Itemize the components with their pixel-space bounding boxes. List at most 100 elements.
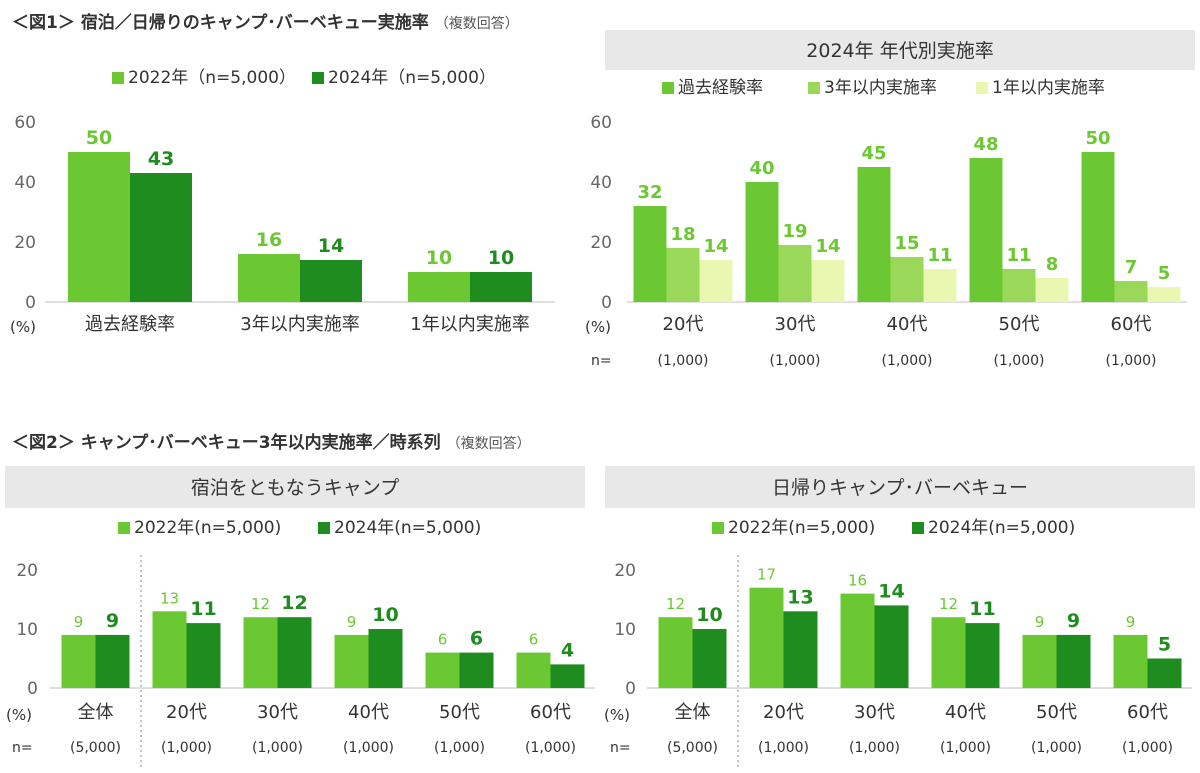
c1-y-tick: 0	[25, 293, 36, 313]
c4-category-label: 50代	[1036, 702, 1077, 723]
c3-bar	[95, 634, 130, 688]
c2-data-label: 14	[815, 236, 840, 257]
c4-data-label: 9	[1067, 610, 1080, 632]
c2-y-tick: 40	[590, 173, 612, 193]
c2-bar	[890, 257, 924, 302]
c3-bar	[61, 634, 96, 688]
c2-category-label: 20代	[663, 314, 704, 335]
c3-n-value: (1,000)	[252, 740, 303, 756]
c4-y-tick: 20	[614, 561, 636, 581]
c1-bar	[68, 152, 130, 302]
fig2-title-text: ＜図2＞ キャンプ･バーベキュー3年以内実施率／時系列	[12, 433, 441, 453]
c2-data-label: 11	[1006, 245, 1031, 266]
c4-y-label: (%)	[604, 706, 630, 724]
c2-data-label: 15	[894, 233, 919, 254]
c2-legend-swatch	[976, 82, 988, 94]
c1-y-label: (%)	[10, 318, 36, 336]
c4-legend-label: 2024年(n=5,000)	[928, 518, 1075, 538]
c3-data-label: 12	[251, 595, 270, 613]
c4-bar	[1056, 634, 1091, 688]
c3-data-label: 9	[74, 613, 84, 631]
c2-legend-swatch	[808, 82, 820, 94]
c1-bar	[408, 272, 470, 302]
c3-category-label: 50代	[439, 702, 480, 723]
c2-data-label: 48	[973, 134, 998, 155]
c1-category-label: 1年以内実施率	[410, 314, 529, 335]
c3-legend-swatch	[318, 522, 330, 534]
c3-bar	[277, 617, 312, 688]
c4-bar	[749, 587, 784, 688]
c2-data-label: 14	[703, 236, 728, 257]
c2-data-label: 19	[782, 221, 807, 242]
c3-category-label: 全体	[78, 702, 114, 723]
c3-bar	[243, 617, 278, 688]
c2-n-value: (1,000)	[993, 353, 1044, 369]
c2-data-label: 32	[637, 182, 662, 203]
c2-legend-label: 1年以内実施率	[992, 78, 1105, 98]
c2-bar	[1035, 278, 1069, 302]
c4-n-value: (1,000)	[1122, 740, 1173, 756]
c2-bar	[666, 248, 700, 302]
c4-title-bg	[605, 466, 1195, 508]
c4-category-label: 全体	[675, 702, 711, 723]
c2-category-label: 60代	[1111, 314, 1152, 335]
c2-bar	[1002, 269, 1036, 302]
c1-y-tick: 20	[14, 233, 36, 253]
c4-n-value: (1,000)	[1031, 740, 1082, 756]
c1-legend-swatch	[112, 72, 124, 84]
c4-data-label: 14	[878, 580, 904, 602]
c4-legend-label: 2022年(n=5,000)	[728, 518, 875, 538]
c4-bar	[783, 611, 818, 688]
c2-bar	[857, 167, 891, 302]
c4-bar	[692, 629, 727, 688]
c4-n-label: n=	[610, 740, 631, 756]
c4-bar	[1147, 658, 1182, 688]
c2-y-tick: 0	[601, 293, 612, 313]
c3-data-label: 6	[438, 631, 448, 649]
c4-data-label: 5	[1158, 634, 1171, 656]
c4-category-label: 60代	[1127, 702, 1168, 723]
c1-data-label: 10	[426, 247, 452, 269]
c2-data-label: 5	[1158, 263, 1171, 284]
fig1-title-text: ＜図1＞ 宿泊／日帰りのキャンプ･バーベキュー実施率	[12, 13, 429, 33]
c3-y-tick: 10	[16, 620, 38, 640]
c3-bar	[334, 634, 369, 688]
c4-category-label: 30代	[854, 702, 895, 723]
c2-legend-swatch	[662, 82, 674, 94]
c3-data-label: 6	[470, 628, 483, 650]
c3-data-label: 12	[281, 592, 307, 614]
fig1-title: ＜図1＞ 宿泊／日帰りのキャンプ･バーベキュー実施率 （複数回答）	[12, 8, 519, 33]
c1-y-tick: 60	[14, 113, 36, 133]
c1-category-label: 過去経験率	[85, 314, 175, 335]
c4-data-label: 9	[1035, 613, 1045, 631]
c2-data-label: 7	[1125, 257, 1138, 278]
c4-n-value: (1,000)	[758, 740, 809, 756]
c4-y-tick: 10	[614, 620, 636, 640]
c1-data-label: 10	[488, 247, 514, 269]
c3-n-value: (5,000)	[70, 740, 121, 756]
c2-n-label: n=	[591, 353, 612, 369]
c4-legend-swatch	[712, 522, 724, 534]
c2-bar	[699, 260, 733, 302]
c3-data-label: 11	[190, 598, 216, 620]
c1-legend-swatch	[312, 72, 324, 84]
c2-bar	[969, 158, 1003, 302]
c3-bar	[459, 652, 494, 688]
c1-data-label: 14	[318, 235, 344, 257]
c2-bar	[1147, 287, 1181, 302]
c4-data-label: 12	[939, 595, 958, 613]
c3-n-value: (1,000)	[161, 740, 212, 756]
c4-bar	[658, 617, 693, 688]
c3-category-label: 30代	[257, 702, 298, 723]
c2-category-label: 30代	[775, 314, 816, 335]
c3-n-value: (1,000)	[525, 740, 576, 756]
c4-bar	[840, 593, 875, 688]
c3-data-label: 9	[347, 613, 357, 631]
c3-category-label: 20代	[166, 702, 207, 723]
fig2-title: ＜図2＞ キャンプ･バーベキュー3年以内実施率／時系列 （複数回答）	[12, 428, 531, 453]
c2-y-label: (%)	[585, 318, 611, 336]
c2-y-tick: 60	[590, 113, 612, 133]
c3-y-tick: 20	[16, 561, 38, 581]
c3-n-value: (1,000)	[434, 740, 485, 756]
c1-bar	[238, 254, 300, 302]
